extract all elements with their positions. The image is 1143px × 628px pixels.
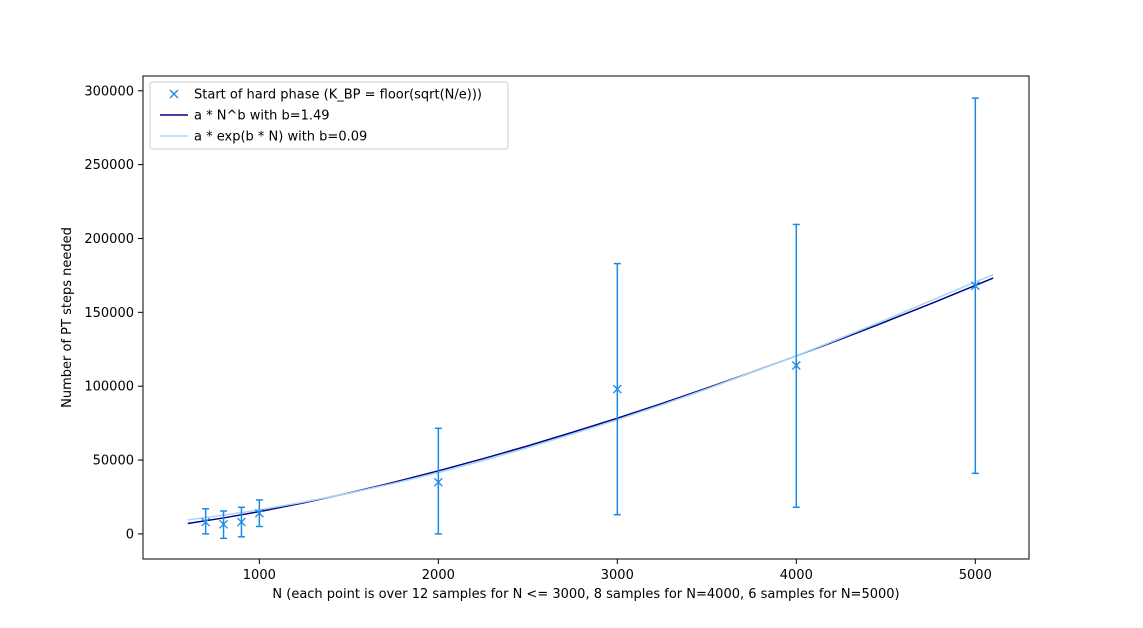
x-marker (433, 477, 443, 487)
legend-label: Start of hard phase (K_BP = floor(sqrt(N… (194, 88, 482, 103)
x-tick-label: 2000 (422, 568, 455, 583)
y-axis-label: Number of PT steps needed (60, 227, 75, 408)
plot-area (187, 97, 994, 540)
x-marker (201, 517, 211, 527)
plot-frame (142, 75, 1030, 560)
legend: Start of hard phase (K_BP = floor(sqrt(N… (149, 81, 509, 150)
data-point (433, 427, 443, 535)
x-marker (219, 519, 229, 529)
y-tick-label: 100000 (84, 380, 134, 395)
data-point (219, 510, 229, 540)
x-tick-label: 4000 (780, 568, 813, 583)
series-line-1 (187, 277, 994, 525)
x-tick-label: 5000 (959, 568, 992, 583)
data-point (254, 499, 264, 528)
data-point (236, 506, 246, 538)
legend-label: a * N^b with b=1.49 (194, 109, 330, 124)
x-marker (970, 281, 980, 291)
x-axis-label: N (each point is over 12 samples for N <… (272, 587, 899, 602)
data-point (612, 262, 622, 516)
y-axis: 0 50000 100000 150000 200000 250000 300000 (84, 84, 143, 542)
legend-entry: Start of hard phase (K_BP = floor(sqrt(N… (169, 88, 482, 103)
x-axis: 1000 2000 3000 4000 5000 (243, 559, 992, 583)
x-tick-label: 1000 (243, 568, 276, 583)
x-marker (791, 361, 801, 370)
legend-entry: a * N^b with b=1.49 (160, 109, 330, 124)
data-point (970, 97, 980, 475)
x-tick-label: 3000 (601, 568, 634, 583)
legend-marker-icon (169, 89, 179, 99)
x-marker (254, 508, 264, 518)
x-marker (236, 517, 246, 527)
legend-label: a * exp(b * N) with b=0.09 (194, 130, 367, 145)
legend-box (149, 81, 509, 150)
y-tick-label: 200000 (84, 232, 134, 247)
legend-entry: a * exp(b * N) with b=0.09 (160, 130, 367, 145)
y-tick-label: 50000 (93, 454, 134, 469)
x-marker (612, 384, 622, 394)
series-line-2 (187, 273, 994, 521)
data-point (791, 223, 801, 509)
y-tick-label: 150000 (84, 306, 134, 321)
y-tick-label: 250000 (84, 158, 134, 173)
y-tick-label: 300000 (84, 84, 134, 99)
y-tick-label: 0 (126, 527, 134, 542)
data-point (201, 508, 211, 535)
